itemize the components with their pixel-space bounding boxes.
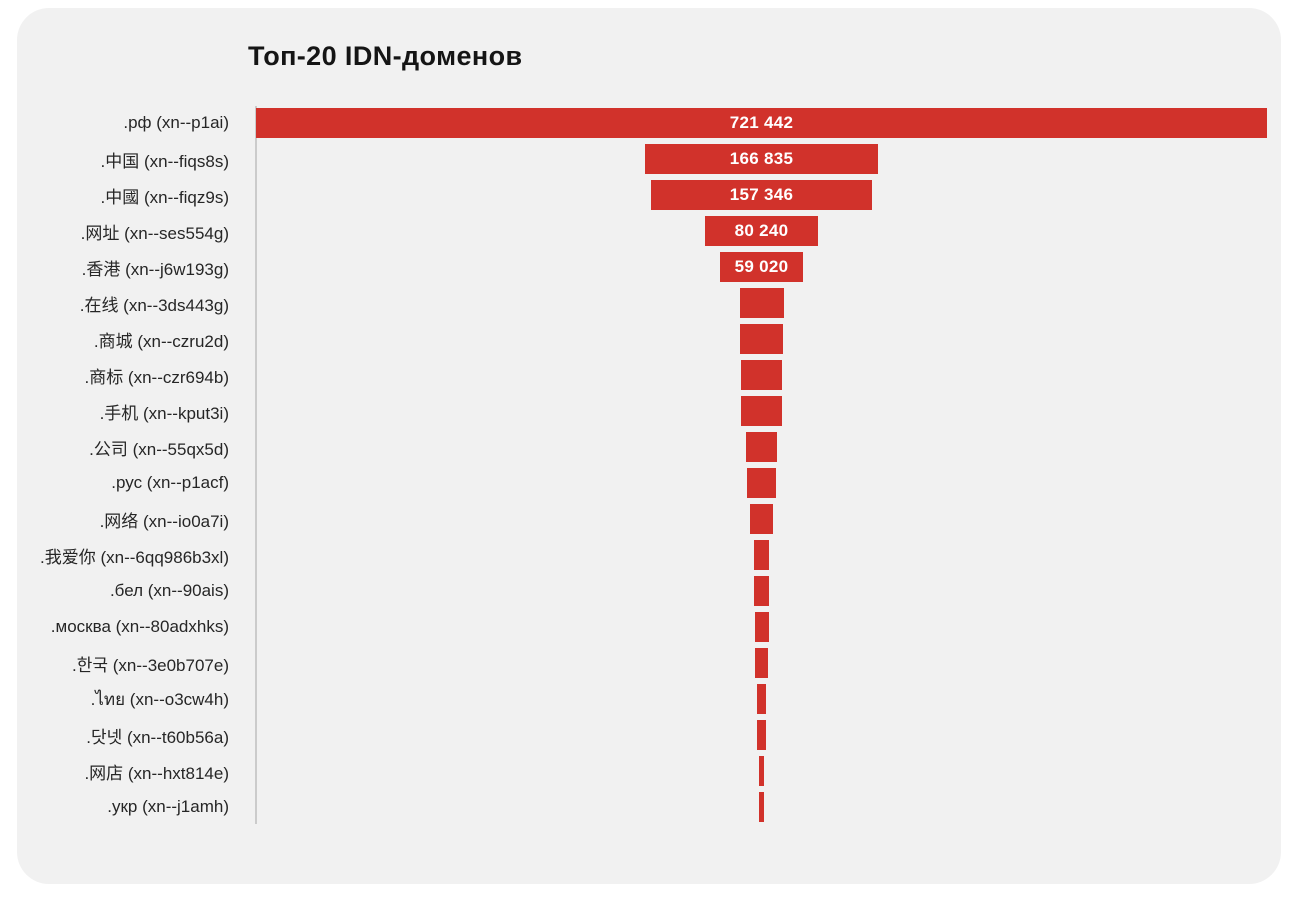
chart-title: Топ-20 IDN-доменов [248, 41, 523, 71]
bar-track [256, 504, 1267, 534]
bar-row: .ไทย (xn--o3cw4h) [17, 681, 1281, 717]
bar-value-label: 166 835 [729, 149, 794, 168]
category-label: .商城 (xn--czru2d) [93, 331, 229, 351]
category-label: .ไทย (xn--o3cw4h) [90, 689, 229, 709]
bar-track [256, 540, 1267, 570]
bar [756, 720, 767, 750]
y-axis-line [255, 106, 257, 824]
bar-value-label: 157 346 [729, 185, 794, 204]
category-label: .укр (xn--j1amh) [107, 797, 229, 816]
bar-chart: .рф (xn--p1ai) 721 442 .中国 (xn--fiqs8s) … [17, 105, 1281, 825]
bar-row: .商城 (xn--czru2d) [17, 321, 1281, 357]
bar: 157 346 [651, 180, 872, 210]
bar [759, 792, 764, 822]
bar-row: .在线 (xn--3ds443g) [17, 285, 1281, 321]
bar: 166 835 [644, 144, 879, 174]
category-label: .网络 (xn--io0a7i) [99, 511, 229, 531]
bar-row: .рф (xn--p1ai) 721 442 [17, 105, 1281, 141]
category-label: .рус (xn--p1acf) [111, 473, 229, 492]
bar [756, 684, 767, 714]
bar-track [256, 756, 1267, 786]
bar-row: .укр (xn--j1amh) [17, 789, 1281, 825]
bar-track [256, 576, 1267, 606]
bar-value-label: 80 240 [734, 221, 789, 240]
bar-rows: .рф (xn--p1ai) 721 442 .中国 (xn--fiqs8s) … [17, 105, 1281, 825]
bar-track [256, 360, 1267, 390]
bar [747, 468, 776, 498]
bar-track [256, 396, 1267, 426]
bar-track [256, 324, 1267, 354]
bar-track: 166 835 [256, 144, 1267, 174]
bar-row: .москва (xn--80adxhks) [17, 609, 1281, 645]
bar [749, 504, 774, 534]
category-label: .рф (xn--p1ai) [123, 113, 229, 132]
bar-row: .我爱你 (xn--6qq986b3xl) [17, 537, 1281, 573]
bar-row: .닷넷 (xn--t60b56a) [17, 717, 1281, 753]
chart-card: Топ-20 IDN-доменов .рф (xn--p1ai) 721 44… [17, 8, 1281, 884]
category-label: .我爱你 (xn--6qq986b3xl) [40, 547, 229, 567]
bar: 721 442 [256, 108, 1267, 138]
bar [740, 324, 783, 354]
bar-row: .手机 (xn--kput3i) [17, 393, 1281, 429]
bar-row: .香港 (xn--j6w193g) 59 020 [17, 249, 1281, 285]
bar [740, 360, 783, 390]
category-label: .한국 (xn--3e0b707e) [72, 655, 229, 675]
bar-row: .网络 (xn--io0a7i) [17, 501, 1281, 537]
bar-row: .网址 (xn--ses554g) 80 240 [17, 213, 1281, 249]
bar [739, 288, 784, 318]
bar-track: 59 020 [256, 252, 1267, 282]
category-label: .手机 (xn--kput3i) [99, 403, 229, 423]
bar [746, 432, 777, 462]
bar-track [256, 792, 1267, 822]
bar-track: 721 442 [256, 108, 1267, 138]
bar: 80 240 [705, 216, 818, 246]
bar-track [256, 684, 1267, 714]
bar-track [256, 720, 1267, 750]
category-label: .网址 (xn--ses554g) [80, 223, 229, 243]
bar-track: 157 346 [256, 180, 1267, 210]
bar-track [256, 612, 1267, 642]
bar-track [256, 648, 1267, 678]
bar-row: .商标 (xn--czr694b) [17, 357, 1281, 393]
category-label: .网店 (xn--hxt814e) [84, 763, 229, 783]
bar-track: 80 240 [256, 216, 1267, 246]
category-label: .москва (xn--80adxhks) [50, 617, 229, 636]
bar-row: .рус (xn--p1acf) [17, 465, 1281, 501]
bar-track [256, 432, 1267, 462]
bar [753, 540, 770, 570]
bar-track [256, 288, 1267, 318]
bar-row: .中国 (xn--fiqs8s) 166 835 [17, 141, 1281, 177]
category-label: .公司 (xn--55qx5d) [89, 439, 229, 459]
category-label: .бел (xn--90ais) [109, 581, 229, 600]
bar-value-label: 721 442 [729, 113, 794, 132]
bar: 59 020 [720, 252, 803, 282]
bar [758, 756, 765, 786]
bar [755, 648, 768, 678]
category-label: .在线 (xn--3ds443g) [79, 295, 229, 315]
bar-track [256, 468, 1267, 498]
category-label: .中国 (xn--fiqs8s) [100, 151, 229, 171]
bar-value-label: 59 020 [734, 257, 789, 276]
bar-row: .网店 (xn--hxt814e) [17, 753, 1281, 789]
bar [754, 612, 769, 642]
category-label: .닷넷 (xn--t60b56a) [86, 727, 229, 747]
bar-row: .公司 (xn--55qx5d) [17, 429, 1281, 465]
category-label: .香港 (xn--j6w193g) [81, 259, 229, 279]
bar-row: .한국 (xn--3e0b707e) [17, 645, 1281, 681]
category-label: .商标 (xn--czr694b) [84, 367, 229, 387]
bar [740, 396, 783, 426]
bar-row: .бел (xn--90ais) [17, 573, 1281, 609]
bar [753, 576, 770, 606]
bar-row: .中國 (xn--fiqz9s) 157 346 [17, 177, 1281, 213]
category-label: .中國 (xn--fiqz9s) [100, 187, 229, 207]
